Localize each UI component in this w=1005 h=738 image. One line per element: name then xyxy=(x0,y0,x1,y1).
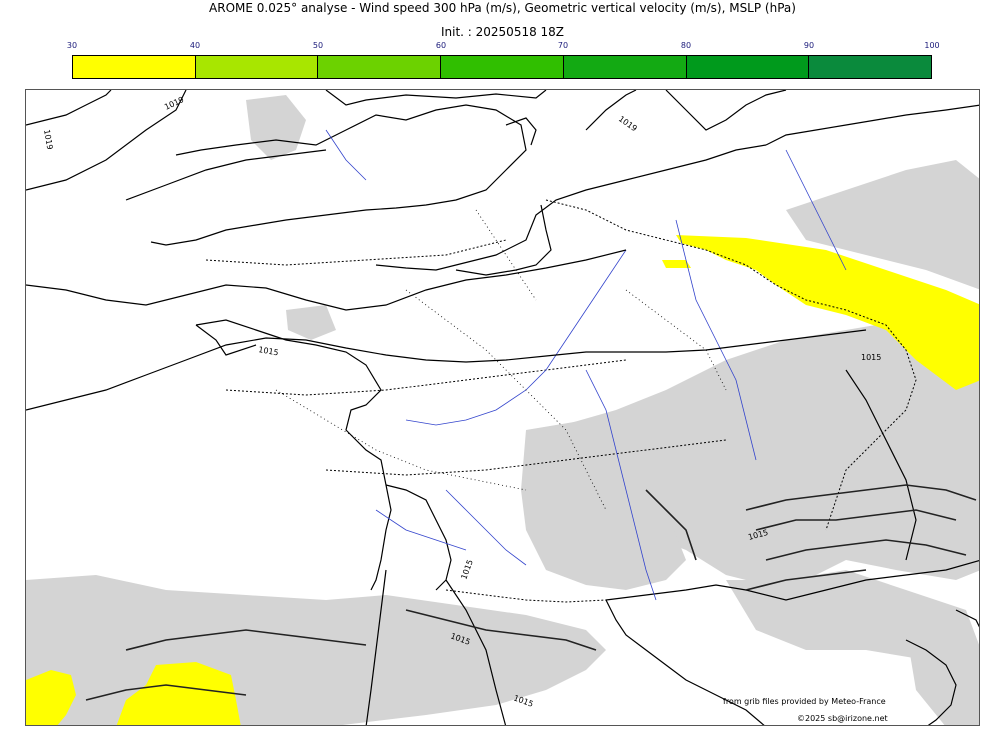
isobar-label: 1019 xyxy=(617,114,639,133)
tick-label: 90 xyxy=(803,41,815,50)
region-boundaries xyxy=(275,209,727,511)
data-source-credit: from grib files provided by Meteo-France xyxy=(723,697,886,706)
tick-label: 100 xyxy=(924,41,940,50)
rivers xyxy=(325,129,847,601)
isobars xyxy=(26,90,917,725)
colorbar-segment xyxy=(318,56,442,78)
weather-map: 1019 1019 1019 1015 1015 1015 1015 1015 … xyxy=(25,89,980,726)
tick-label: 50 xyxy=(312,41,324,50)
copyright-credit: ©2025 sb@irizone.net xyxy=(797,714,888,723)
isobar-label: 1015 xyxy=(258,345,280,357)
borders xyxy=(205,199,917,603)
tick-label: 70 xyxy=(557,41,569,50)
colorbar-segment xyxy=(441,56,564,78)
colorbar-segment xyxy=(809,56,932,78)
orographic-contours xyxy=(85,484,977,701)
colorbar xyxy=(72,55,932,79)
colorbar-segment xyxy=(195,56,319,78)
isobar-label: 1019 xyxy=(42,129,54,151)
tick-label: 80 xyxy=(680,41,692,50)
colorbar-segment xyxy=(563,56,687,78)
isobar-label: 1015 xyxy=(861,353,881,362)
chart-title: AROME 0.025° analyse - Wind speed 300 hP… xyxy=(209,1,796,15)
colorbar-ticks: 30 40 50 60 70 80 90 100 xyxy=(67,41,940,53)
isobar-label: 1015 xyxy=(459,558,474,580)
isobar-label: 1019 xyxy=(163,95,185,112)
map-canvas: 1019 1019 1019 1015 1015 1015 1015 1015 … xyxy=(26,90,979,725)
colorbar-segment xyxy=(73,56,196,78)
jet-areas xyxy=(26,235,979,725)
tick-label: 30 xyxy=(66,41,78,50)
tick-label: 40 xyxy=(189,41,201,50)
tick-label: 60 xyxy=(435,41,447,50)
init-time: Init. : 20250518 18Z xyxy=(440,25,565,39)
isobar-label: 1015 xyxy=(512,693,534,708)
colorbar-segment xyxy=(686,56,810,78)
